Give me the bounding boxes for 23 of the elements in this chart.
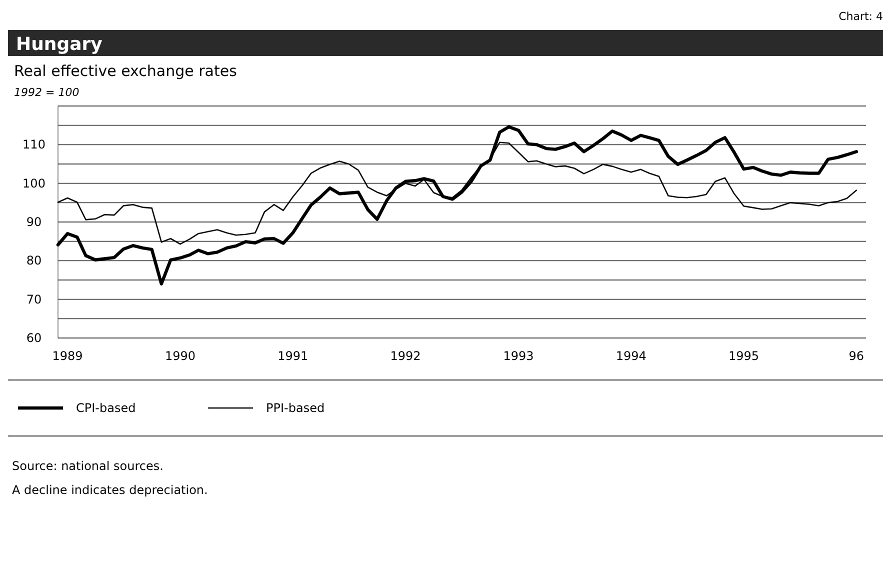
x-tick-label: 1992 <box>390 349 421 363</box>
y-tick-label: 90 <box>26 215 42 229</box>
chart-title: Hungary <box>16 34 103 55</box>
y-tick-label: 80 <box>26 254 42 268</box>
x-tick-label: 1990 <box>164 349 196 363</box>
source-note: Source: national sources. <box>12 459 164 473</box>
text: Chart: 4 <box>838 10 883 23</box>
chart-subtitle: Real effective exchange rates <box>14 62 238 80</box>
y-tick-label: 70 <box>26 292 42 306</box>
legend-label: CPI-based <box>76 401 136 415</box>
x-tick-label: 1993 <box>503 349 534 363</box>
x-tick-label: 1994 <box>616 349 646 363</box>
x-tick-label: 1991 <box>278 349 308 363</box>
y-tick-label: 100 <box>22 176 46 190</box>
legend-label: PPI-based <box>266 401 325 415</box>
text: A decline indicates depreciation. <box>12 483 208 497</box>
line-series <box>56 125 858 286</box>
x-tick-label: 96 <box>848 349 864 363</box>
x-tick-label: 1989 <box>52 349 83 363</box>
x-tick-label: 1995 <box>728 349 760 363</box>
y-tick-label: 60 <box>26 331 42 345</box>
y-axis-title: 1992 = 100 <box>14 86 80 99</box>
y-tick-label: 110 <box>22 138 46 152</box>
